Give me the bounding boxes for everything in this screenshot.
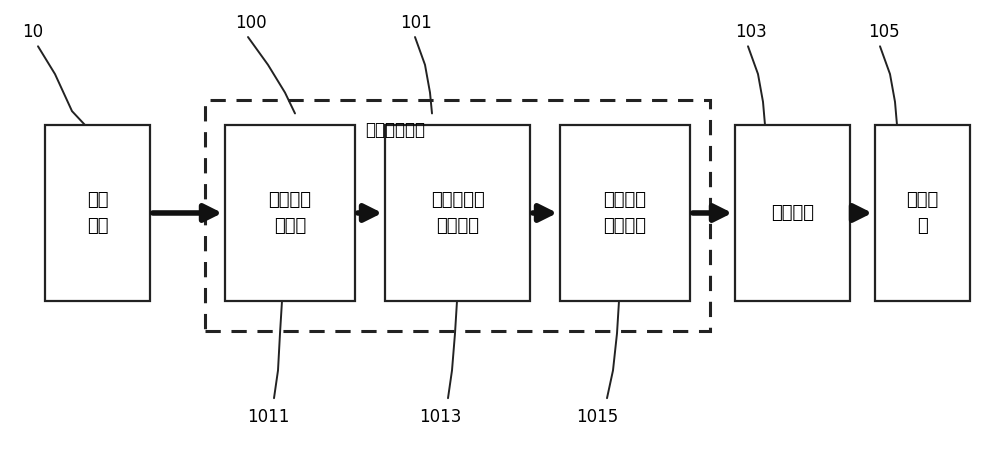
- Text: 信号处理: 信号处理: [771, 204, 814, 222]
- Bar: [560, 125, 690, 301]
- Text: 信号探测单元: 信号探测单元: [365, 121, 425, 138]
- Text: 1015: 1015: [576, 408, 618, 425]
- Text: 1013: 1013: [419, 408, 461, 425]
- Bar: [735, 125, 850, 301]
- Text: 101: 101: [400, 14, 432, 32]
- Bar: [205, 100, 710, 331]
- Bar: [875, 125, 970, 301]
- Bar: [45, 125, 150, 301]
- Bar: [385, 125, 530, 301]
- Text: 日盲紫外
探测器件: 日盲紫外 探测器件: [604, 191, 646, 235]
- Text: 105: 105: [868, 24, 900, 41]
- Text: 光学
信号: 光学 信号: [87, 191, 108, 235]
- Text: 103: 103: [735, 24, 767, 41]
- Text: 1011: 1011: [247, 408, 289, 425]
- Text: 10: 10: [22, 24, 43, 41]
- Text: 100: 100: [235, 14, 267, 32]
- Text: 结果输
出: 结果输 出: [906, 191, 939, 235]
- Text: 透日盲紫外
光学系统: 透日盲紫外 光学系统: [431, 191, 484, 235]
- Bar: [225, 125, 355, 301]
- Text: 日盲紫外
滤光器: 日盲紫外 滤光器: [269, 191, 312, 235]
